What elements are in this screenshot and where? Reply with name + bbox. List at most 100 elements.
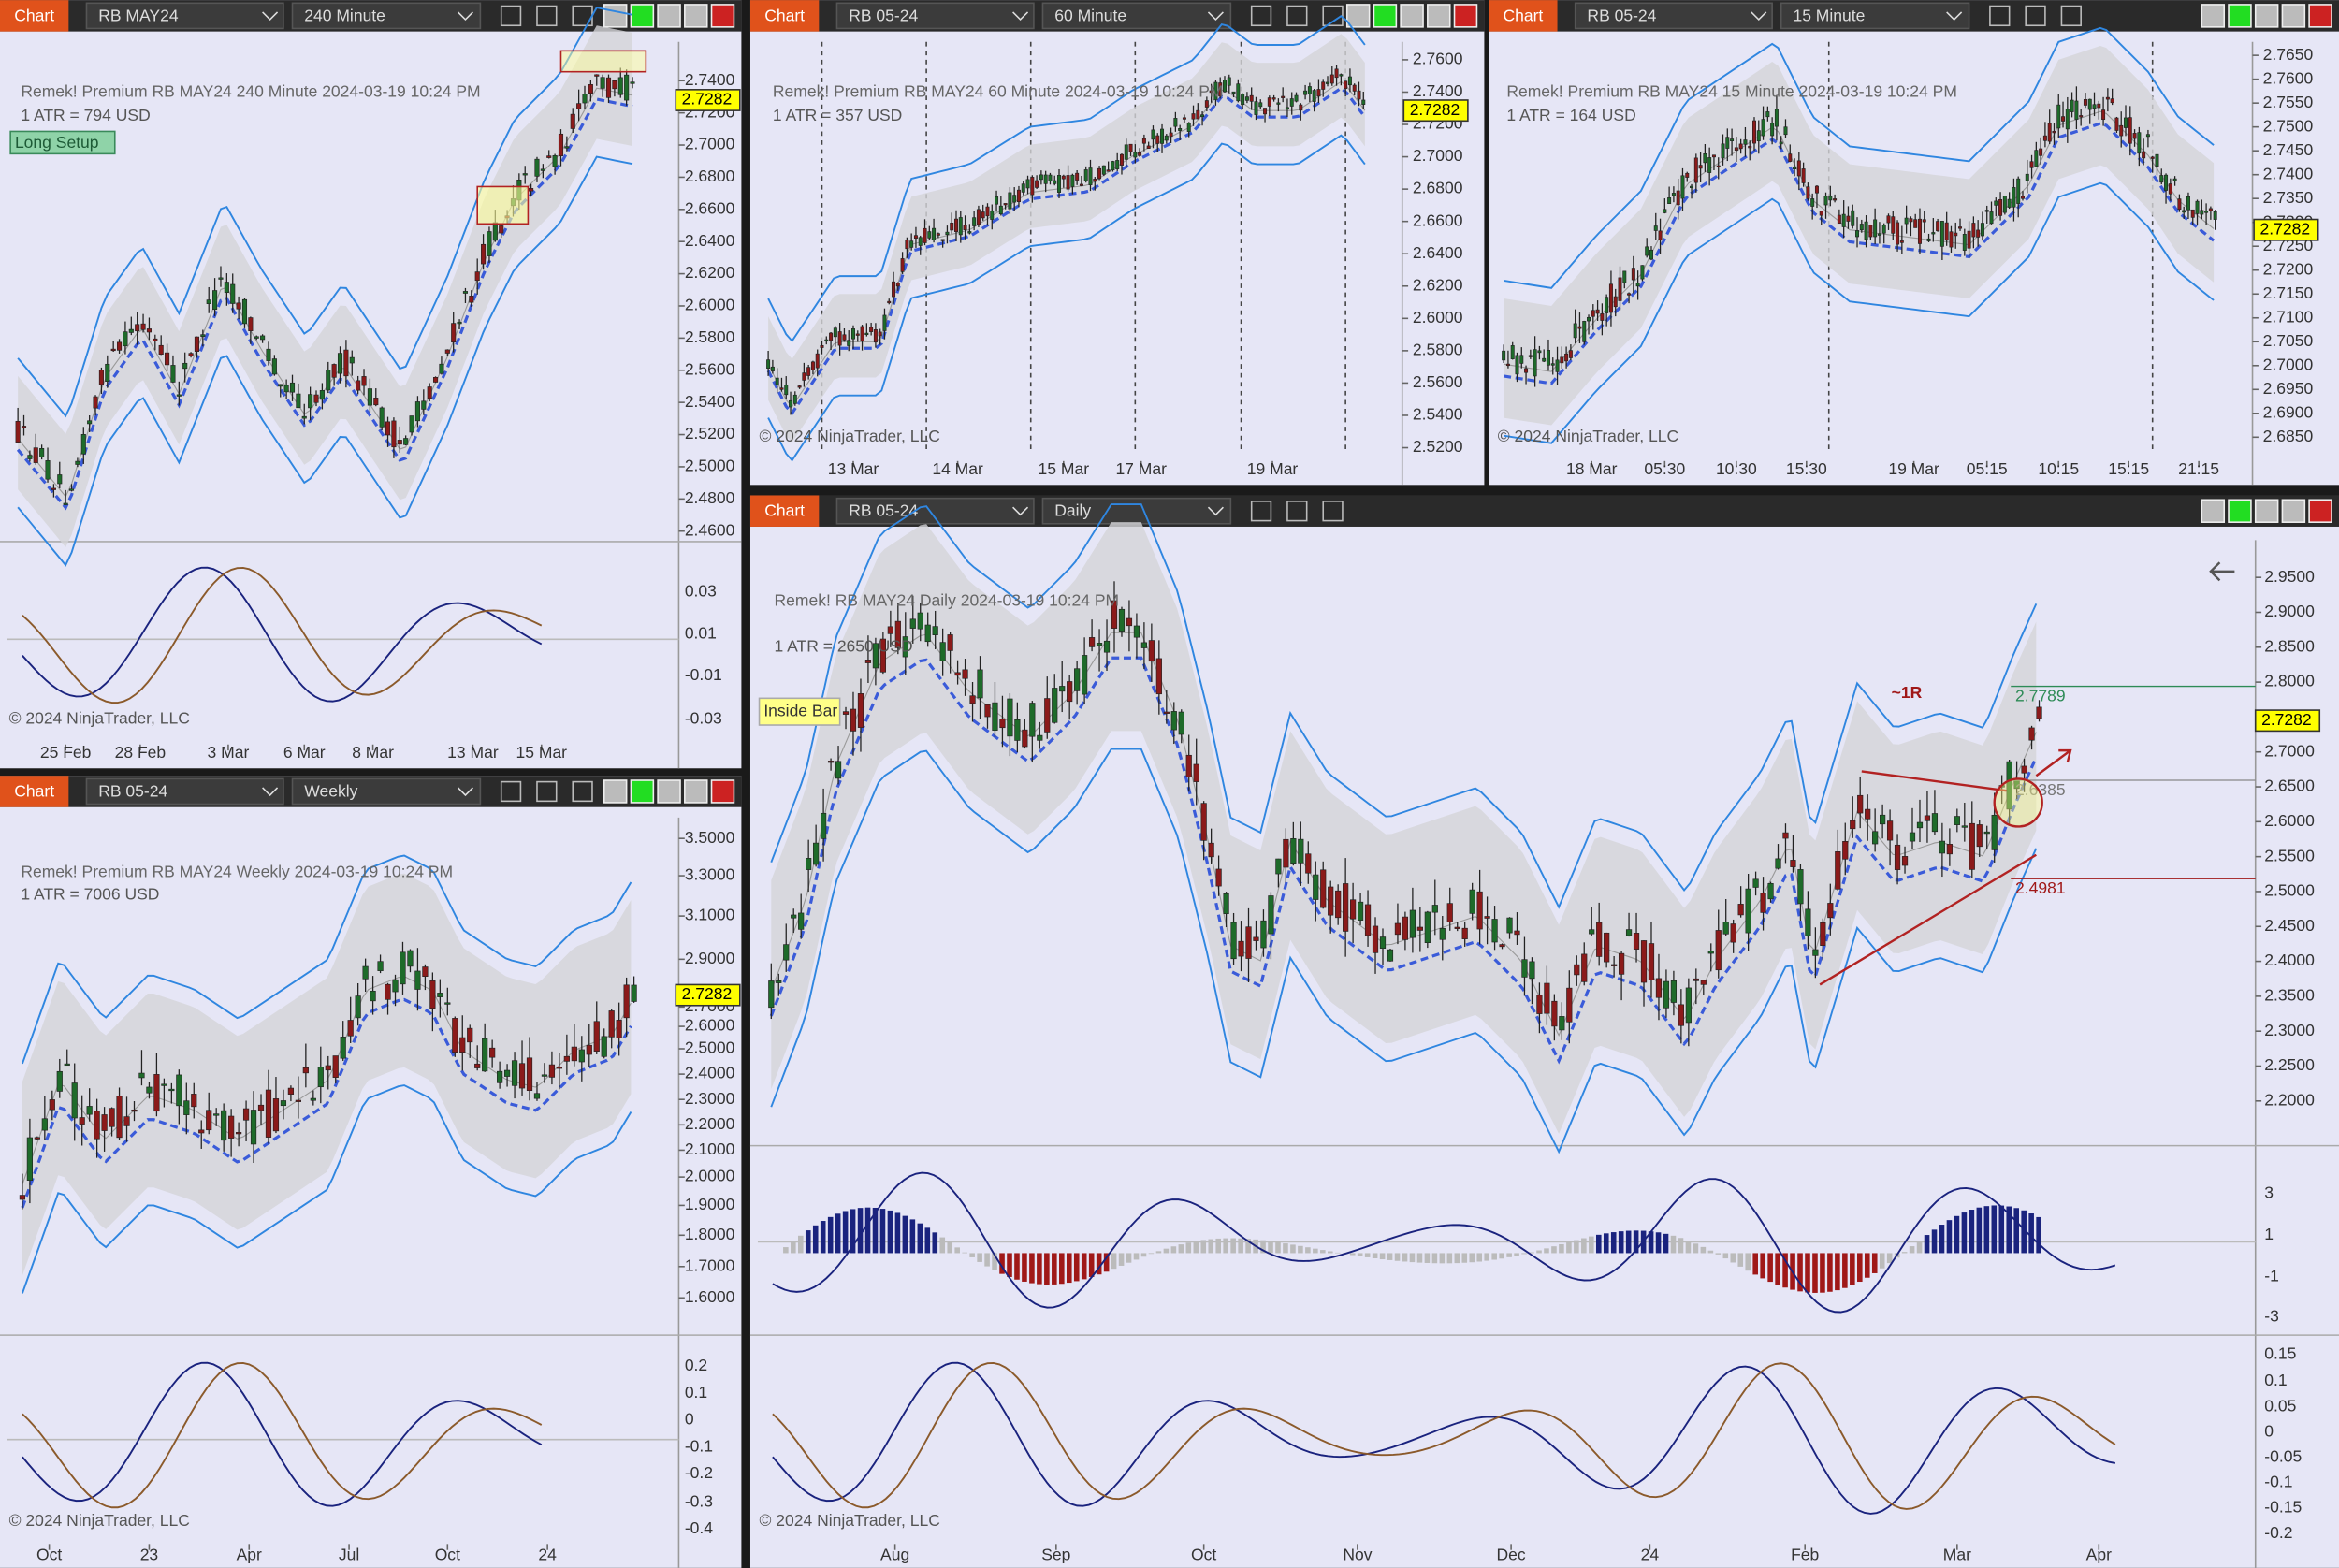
price-label: 2.2000 — [2264, 1090, 2315, 1109]
histogram-bar — [1850, 1253, 1855, 1285]
instrument-dropdown[interactable] — [835, 2, 1035, 30]
window-button[interactable] — [2201, 4, 2226, 28]
histogram-bar — [1140, 1253, 1147, 1257]
interval-dropdown[interactable] — [291, 2, 482, 30]
toolbar-icon[interactable] — [1322, 501, 1344, 522]
window-button[interactable] — [2228, 499, 2252, 523]
toolbar-icon[interactable] — [500, 780, 522, 803]
indicator-label: 0.1 — [685, 1383, 707, 1401]
date-label: 14 Mar — [932, 459, 983, 478]
candle-body — [2016, 178, 2021, 204]
window-button[interactable] — [710, 4, 735, 28]
window-button[interactable] — [2281, 4, 2306, 28]
candle-body — [1676, 190, 1680, 206]
candle-body — [2028, 727, 2035, 741]
interval-dropdown[interactable] — [1041, 497, 1232, 525]
price-label: 2.7150 — [2263, 283, 2314, 302]
toolbar-icon[interactable] — [536, 780, 558, 803]
toolbar-icon[interactable] — [1286, 5, 1308, 27]
candle-body — [1037, 734, 1043, 741]
candle-body — [1352, 84, 1357, 92]
interval-dropdown[interactable] — [1780, 2, 1970, 30]
candle-body — [1711, 154, 1716, 158]
candle-body — [1846, 215, 1851, 222]
candle-body — [1409, 909, 1416, 938]
toolbar-icon[interactable] — [1989, 5, 2011, 27]
window-button[interactable] — [1345, 4, 1371, 28]
window-button[interactable] — [630, 4, 655, 28]
window-button[interactable] — [710, 779, 735, 804]
candle-body — [241, 298, 248, 325]
window-button[interactable] — [630, 779, 655, 804]
histogram-bar — [827, 1216, 834, 1254]
price-label: 2.7650 — [2263, 45, 2314, 64]
candle-body — [1591, 310, 1595, 317]
window-button[interactable] — [1400, 4, 1424, 28]
toolbar-icon[interactable] — [500, 5, 522, 27]
toolbar-icon[interactable] — [2025, 5, 2046, 27]
toolbar-icon[interactable] — [1250, 5, 1272, 27]
indicator-label: -0.15 — [2264, 1498, 2302, 1517]
window-button[interactable] — [2281, 499, 2306, 523]
window-button[interactable] — [603, 779, 628, 804]
window-button[interactable] — [2308, 4, 2332, 28]
window-button[interactable] — [657, 779, 681, 804]
window-button[interactable] — [2254, 499, 2279, 523]
candle-body — [361, 376, 367, 386]
toolbar-icon[interactable] — [572, 780, 593, 803]
candle-body — [278, 384, 283, 387]
window-button[interactable] — [2254, 4, 2279, 28]
candle-body — [1008, 192, 1012, 210]
toolbar-icon[interactable] — [1250, 501, 1272, 522]
histogram-bar — [1752, 1253, 1758, 1275]
price-label: 2.5600 — [685, 359, 735, 378]
candle-body — [213, 1113, 220, 1116]
window-button[interactable] — [2308, 499, 2332, 523]
oscillator-line — [772, 1171, 2116, 1314]
candle-body — [212, 290, 218, 311]
interval-dropdown[interactable] — [291, 777, 482, 806]
candle-body — [900, 258, 905, 272]
histogram-bar — [842, 1211, 849, 1254]
candle-body — [2132, 133, 2137, 139]
candle-body — [1155, 135, 1160, 144]
candle-body — [984, 704, 991, 718]
price-label: 2.6000 — [1413, 308, 1463, 327]
window-button[interactable] — [2201, 499, 2226, 523]
candle-body — [981, 211, 985, 219]
interval-dropdown[interactable] — [1041, 2, 1232, 30]
toolbar-icon[interactable] — [1322, 5, 1344, 27]
window-button[interactable] — [657, 4, 681, 28]
window-button[interactable] — [603, 4, 628, 28]
price-label: 2.2000 — [685, 1114, 735, 1133]
candle-body — [1653, 225, 1658, 231]
histogram-bar — [1298, 1245, 1303, 1254]
window-button[interactable] — [684, 4, 708, 28]
window-button[interactable] — [684, 779, 708, 804]
histogram-bar — [1589, 1236, 1594, 1254]
candle-body — [1014, 719, 1021, 741]
candle-body — [1894, 844, 1901, 870]
candle-body — [540, 168, 545, 171]
window-button[interactable] — [1453, 4, 1478, 28]
window-button[interactable] — [1427, 4, 1451, 28]
toolbar-icon[interactable] — [536, 5, 558, 27]
histogram-bar — [1328, 1251, 1333, 1254]
instrument-dropdown[interactable] — [85, 777, 284, 806]
window-button[interactable] — [1373, 4, 1398, 28]
back-arrow[interactable] — [2209, 561, 2235, 582]
candle-body — [1931, 813, 1939, 833]
candle-body — [1716, 165, 1721, 167]
atr-label: 1 ATR = 7006 USD — [21, 884, 159, 903]
toolbar-icon[interactable] — [2060, 5, 2082, 27]
window-button[interactable] — [2228, 4, 2252, 28]
instrument-dropdown[interactable] — [85, 2, 284, 30]
candle-body — [2155, 153, 2159, 167]
candle-body — [2114, 117, 2119, 131]
candle-body — [439, 363, 444, 374]
instrument-dropdown[interactable] — [1574, 2, 1773, 30]
toolbar-icon[interactable] — [1286, 501, 1308, 522]
candle-body — [1321, 81, 1326, 90]
candle-body — [2056, 104, 2061, 129]
histogram-bar — [1245, 1239, 1251, 1254]
